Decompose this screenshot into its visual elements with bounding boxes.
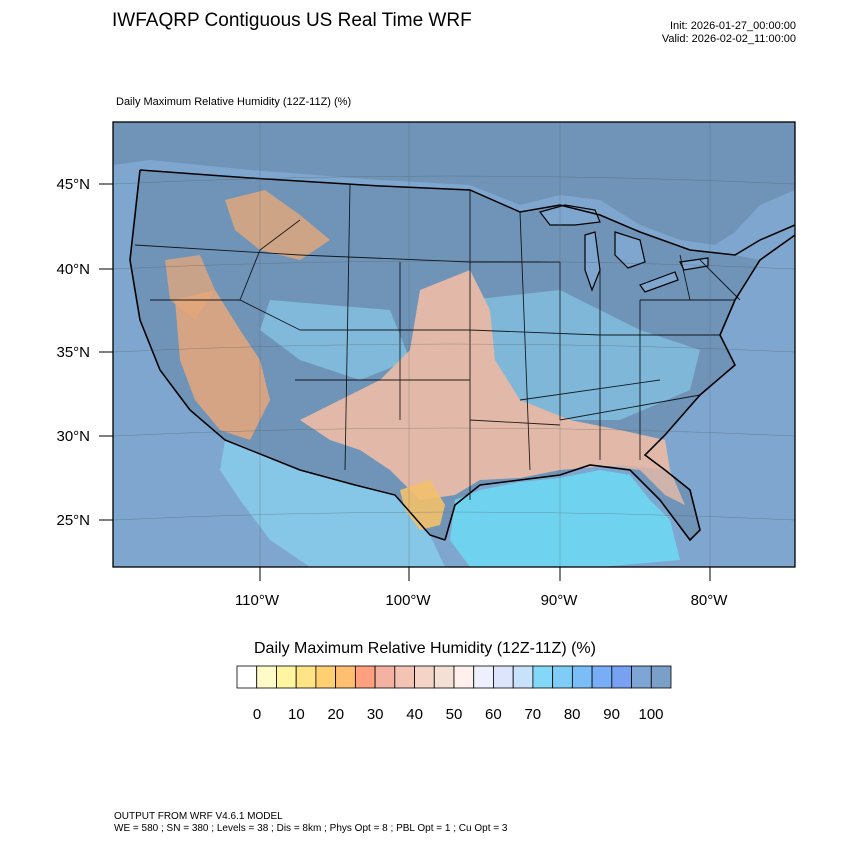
lon-label-110: 110°W xyxy=(235,592,280,609)
legend-color-box xyxy=(493,665,514,689)
plot-frame xyxy=(112,121,796,568)
humid-plateau xyxy=(260,300,410,380)
legend-tick-label: 80 xyxy=(564,706,581,723)
lon-label-90: 90°W xyxy=(541,592,579,609)
legend-colorbar xyxy=(236,665,672,689)
lon-label-100: 100°W xyxy=(385,592,431,609)
legend-color-box xyxy=(276,665,297,689)
legend-color-box xyxy=(295,665,317,689)
lake-michigan xyxy=(584,231,601,292)
map-plot xyxy=(113,122,795,567)
legend-color-box xyxy=(394,665,415,689)
legend-color-box xyxy=(591,665,613,689)
legend-color-box xyxy=(236,665,258,689)
legend-tick-label: 30 xyxy=(367,706,384,723)
dry-idaho xyxy=(225,190,330,260)
legend-color-box xyxy=(473,665,494,689)
legend-tick-label: 90 xyxy=(603,706,620,723)
legend-color-box xyxy=(611,665,632,689)
legend-color-box xyxy=(571,665,593,689)
valid-time: Valid: 2026-02-02_11:00:00 xyxy=(661,33,796,45)
canada-land xyxy=(113,122,795,245)
lon-axis xyxy=(259,567,711,581)
footer-config-info: WE = 580 ; SN = 380 ; Levels = 38 ; Dis … xyxy=(114,823,508,834)
lake-superior xyxy=(538,204,601,226)
legend-tick-label: 60 xyxy=(485,706,502,723)
dry-plains xyxy=(300,270,670,500)
lat-label-30: 30°N xyxy=(56,428,90,445)
graticule xyxy=(113,122,795,567)
legend-tick-label: 50 xyxy=(446,706,463,723)
legend-color-box xyxy=(315,665,337,689)
init-time: Init: 2026-01-27_00:00:00 xyxy=(670,20,796,32)
humid-midwest xyxy=(470,290,700,420)
dry-nevada xyxy=(165,255,215,320)
legend-title: Daily Maximum Relative Humidity (12Z-11Z… xyxy=(254,640,596,657)
lat-label-25: 25°N xyxy=(56,512,90,529)
coastline xyxy=(129,169,795,542)
legend-tick-label: 100 xyxy=(638,706,663,723)
legend-color-box xyxy=(433,665,455,689)
legend-tick-label: 70 xyxy=(524,706,541,723)
legend-tick-label: 20 xyxy=(327,706,344,723)
legend-color-box xyxy=(354,665,376,689)
lat-label-40: 40°N xyxy=(56,261,90,278)
mexico-land xyxy=(220,440,445,567)
field-subtitle: Daily Maximum Relative Humidity (12Z-11Z… xyxy=(116,96,352,108)
legend-tick-label: 10 xyxy=(288,706,305,723)
legend-color-box xyxy=(512,665,534,689)
lat-label-35: 35°N xyxy=(56,344,90,361)
lake-erie xyxy=(639,271,679,293)
legend-color-box xyxy=(453,665,475,689)
lake-huron xyxy=(614,231,646,269)
lon-label-80: 80°W xyxy=(691,592,729,609)
lat-label-45: 45°N xyxy=(56,176,90,193)
legend-color-box xyxy=(414,665,435,689)
legend-color-box xyxy=(650,665,672,689)
footer-model-info: OUTPUT FROM WRF V4.6.1 MODEL xyxy=(114,811,283,822)
mexico-border xyxy=(189,409,446,541)
legend-color-box xyxy=(552,665,573,689)
very-dry-texas xyxy=(400,480,445,530)
legend-tick-label: 40 xyxy=(406,706,423,723)
gulf-humid xyxy=(450,470,680,567)
legend-color-box xyxy=(532,665,554,689)
legend-color-box xyxy=(374,665,396,689)
dry-southeast xyxy=(590,440,685,505)
lat-axis xyxy=(99,183,113,521)
legend-tick-label: 0 xyxy=(253,706,261,723)
main-title: IWFAQRP Contiguous US Real Time WRF xyxy=(112,10,472,31)
dry-southwest xyxy=(175,290,270,440)
legend-color-box xyxy=(335,665,356,689)
canada-border xyxy=(139,169,795,256)
legend-color-box xyxy=(256,665,277,689)
legend-tick-labels: 0 10 20 30 40 50 60 70 80 90 100 xyxy=(253,706,664,723)
legend-color-box xyxy=(631,665,652,689)
